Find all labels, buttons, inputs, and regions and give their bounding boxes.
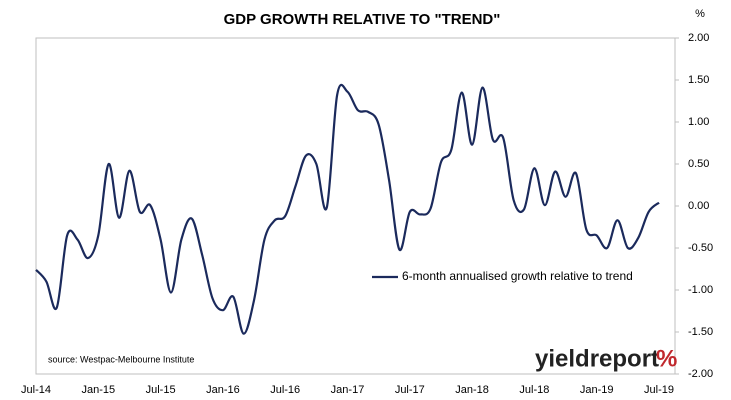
x-tick-label: Jul-18 — [519, 384, 549, 396]
logo: yieldreport — [535, 345, 659, 372]
y-tick-label: 2.00 — [688, 32, 709, 44]
data-line — [35, 83, 660, 335]
y-unit: % — [695, 8, 705, 20]
x-tick-label: Jul-16 — [270, 384, 300, 396]
x-tick-label: Jan-16 — [206, 384, 240, 396]
logo-mark: % — [656, 345, 677, 372]
y-tick-label: 0.00 — [688, 200, 709, 212]
y-tick-label: 1.50 — [688, 74, 709, 86]
chart-title: GDP GROWTH RELATIVE TO "TREND" — [224, 11, 501, 28]
y-tick-label: 0.50 — [688, 158, 709, 170]
x-tick-label: Jul-17 — [395, 384, 425, 396]
legend-label: 6-month annualised growth relative to tr… — [402, 269, 633, 283]
x-tick-label: Jan-15 — [81, 384, 115, 396]
y-tick-label: 1.00 — [688, 116, 709, 128]
y-tick-label: -1.00 — [688, 284, 713, 296]
x-tick-label: Jan-17 — [331, 384, 365, 396]
x-tick-label: Jan-18 — [455, 384, 489, 396]
x-tick-label: Jul-19 — [644, 384, 674, 396]
source: source: Westpac-Melbourne Institute — [48, 354, 194, 364]
x-tick-label: Jan-19 — [580, 384, 614, 396]
x-tick-label: Jul-15 — [146, 384, 176, 396]
y-tick-label: -1.50 — [688, 326, 713, 338]
y-tick-label: -2.00 — [688, 368, 713, 380]
x-tick-label: Jul-14 — [21, 384, 51, 396]
plot-frame — [35, 37, 676, 375]
y-tick-label: -0.50 — [688, 242, 713, 254]
